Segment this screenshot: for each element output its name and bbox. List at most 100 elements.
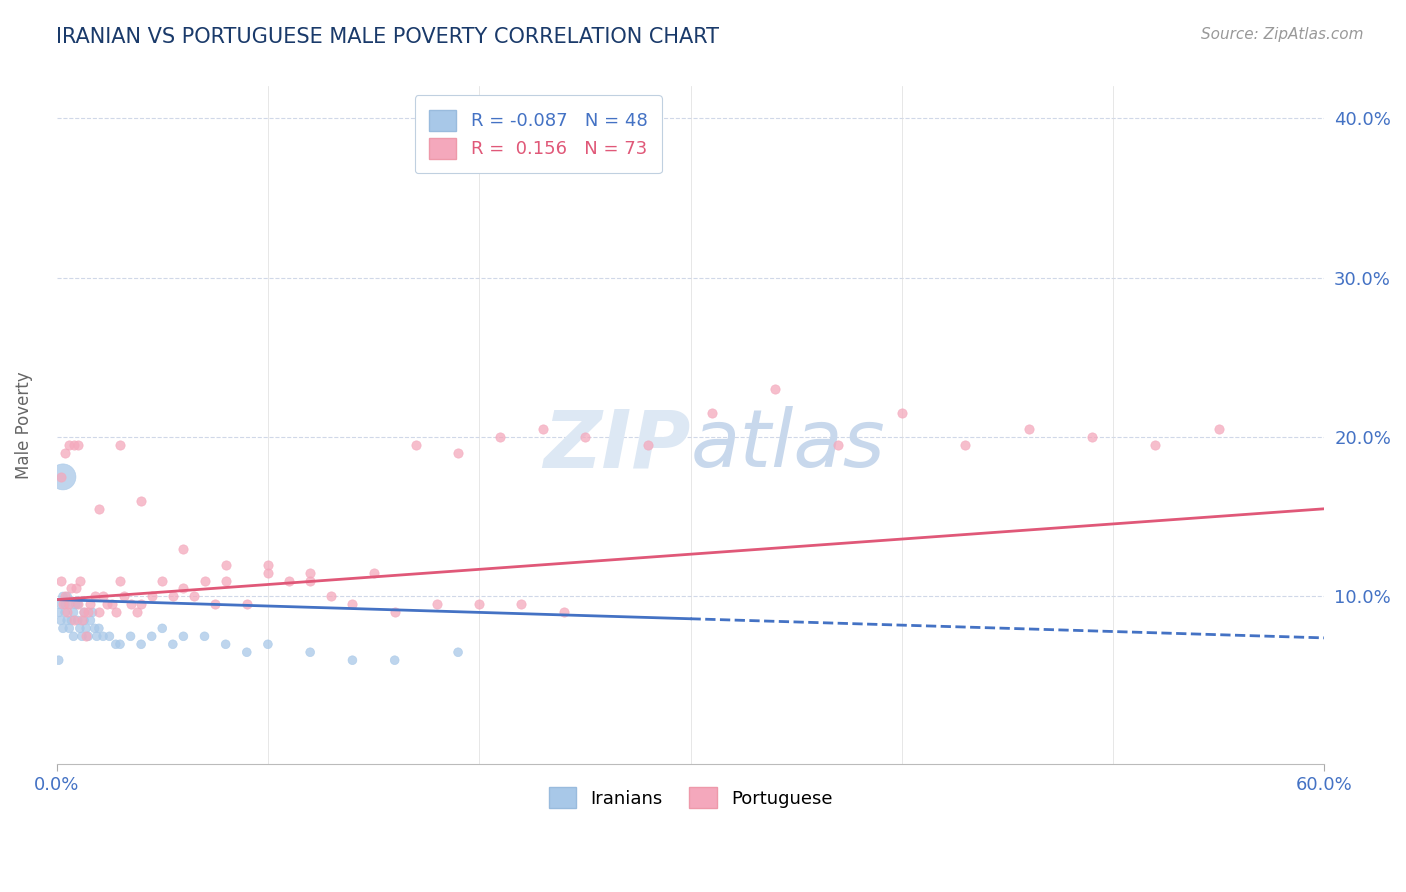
- Point: [48, 606, 70, 620]
- Point: [87, 501, 110, 516]
- Point: [183, 590, 205, 604]
- Point: [125, 606, 148, 620]
- Point: [65, 582, 87, 596]
- Point: [257, 566, 280, 580]
- Point: [98, 629, 121, 643]
- Point: [87, 621, 110, 635]
- Point: [56, 590, 79, 604]
- Point: [193, 629, 215, 643]
- Point: [204, 598, 226, 612]
- Point: [129, 637, 152, 651]
- Point: [108, 574, 131, 588]
- Point: [104, 606, 127, 620]
- Point: [53, 590, 76, 604]
- Point: [62, 606, 84, 620]
- Point: [468, 598, 491, 612]
- Point: [69, 621, 91, 635]
- Point: [172, 629, 194, 643]
- Point: [91, 590, 114, 604]
- Point: [52, 590, 75, 604]
- Point: [120, 598, 142, 612]
- Point: [1081, 430, 1104, 444]
- Point: [82, 606, 104, 620]
- Point: [574, 430, 596, 444]
- Point: [342, 598, 364, 612]
- Point: [141, 629, 163, 643]
- Point: [236, 645, 259, 659]
- Point: [104, 637, 127, 651]
- Point: [48, 653, 70, 667]
- Point: [384, 653, 406, 667]
- Point: [66, 598, 89, 612]
- Point: [150, 574, 173, 588]
- Point: [62, 613, 84, 627]
- Point: [214, 558, 236, 572]
- Point: [73, 606, 96, 620]
- Point: [52, 470, 75, 484]
- Point: [77, 606, 100, 620]
- Point: [52, 621, 75, 635]
- Point: [112, 590, 135, 604]
- Legend: Iranians, Portuguese: Iranians, Portuguese: [534, 772, 846, 822]
- Point: [129, 598, 152, 612]
- Point: [62, 629, 84, 643]
- Point: [49, 598, 72, 612]
- Point: [56, 613, 79, 627]
- Point: [65, 598, 87, 612]
- Point: [69, 574, 91, 588]
- Point: [162, 637, 184, 651]
- Point: [447, 645, 470, 659]
- Point: [257, 558, 280, 572]
- Point: [70, 613, 93, 627]
- Point: [62, 438, 84, 452]
- Point: [108, 438, 131, 452]
- Point: [172, 582, 194, 596]
- Text: IRANIAN VS PORTUGUESE MALE POVERTY CORRELATION CHART: IRANIAN VS PORTUGUESE MALE POVERTY CORRE…: [56, 27, 720, 46]
- Point: [58, 598, 80, 612]
- Point: [83, 590, 105, 604]
- Point: [73, 606, 96, 620]
- Point: [299, 645, 322, 659]
- Point: [1144, 438, 1167, 452]
- Point: [73, 613, 96, 627]
- Point: [150, 621, 173, 635]
- Point: [100, 598, 122, 612]
- Point: [96, 598, 118, 612]
- Y-axis label: Male Poverty: Male Poverty: [15, 371, 32, 479]
- Point: [700, 406, 723, 420]
- Point: [193, 574, 215, 588]
- Point: [553, 606, 575, 620]
- Point: [1018, 422, 1040, 436]
- Point: [56, 606, 79, 620]
- Point: [79, 598, 101, 612]
- Point: [141, 590, 163, 604]
- Point: [172, 541, 194, 556]
- Point: [53, 606, 76, 620]
- Point: [214, 574, 236, 588]
- Point: [162, 590, 184, 604]
- Point: [75, 621, 97, 635]
- Point: [763, 382, 786, 396]
- Point: [637, 438, 659, 452]
- Point: [489, 430, 512, 444]
- Point: [49, 470, 72, 484]
- Point: [86, 629, 108, 643]
- Point: [58, 598, 80, 612]
- Point: [257, 637, 280, 651]
- Point: [426, 598, 449, 612]
- Point: [87, 606, 110, 620]
- Point: [83, 621, 105, 635]
- Point: [447, 446, 470, 460]
- Point: [890, 406, 912, 420]
- Point: [531, 422, 554, 436]
- Point: [510, 598, 533, 612]
- Point: [79, 613, 101, 627]
- Point: [108, 637, 131, 651]
- Point: [384, 606, 406, 620]
- Point: [363, 566, 385, 580]
- Point: [75, 629, 97, 643]
- Point: [66, 613, 89, 627]
- Text: Source: ZipAtlas.com: Source: ZipAtlas.com: [1201, 27, 1364, 42]
- Text: ZIP: ZIP: [543, 407, 690, 484]
- Point: [53, 598, 76, 612]
